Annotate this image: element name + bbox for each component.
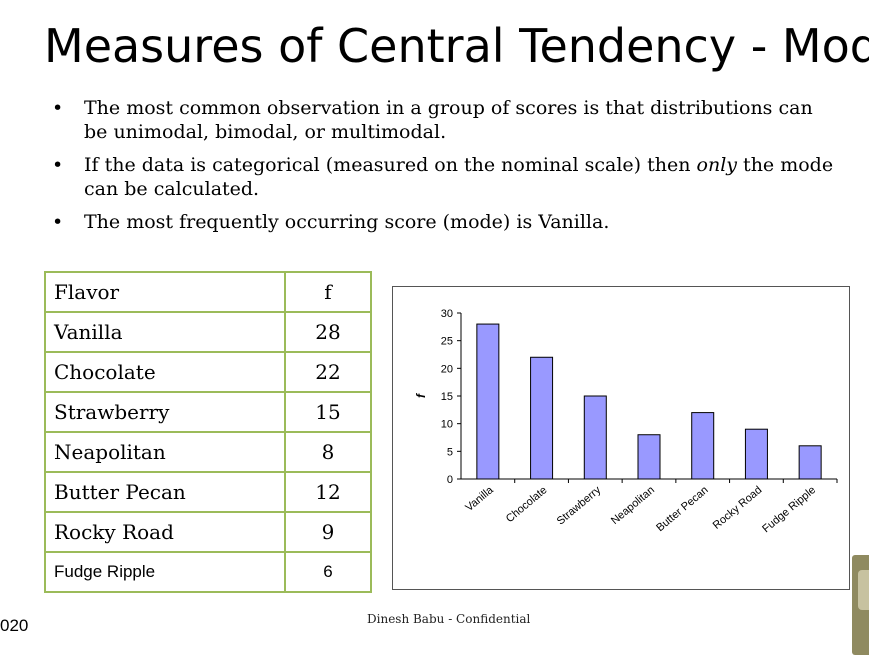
bar [476,323,500,480]
bullet-item: • The most frequently occurring score (m… [52,210,842,234]
bullet-dot: • [52,154,64,176]
x-tick-label: Fudge Ripple [760,484,818,535]
bar [744,428,768,480]
x-tick-label: Neapolitan [609,484,657,527]
table-cell-f: 6 [284,551,372,593]
y-tick-label: 10 [441,419,453,431]
table-header-row: Flavor f [44,271,372,313]
bullet-list: • The most common observation in a group… [52,96,842,243]
table-row: Rocky Road 9 [44,511,372,553]
bullet-text-before: If the data is categorical (measured on … [84,154,697,176]
table-row: Strawberry 15 [44,391,372,433]
table-cell-f: 9 [284,511,372,553]
y-tick-label: 15 [441,391,453,403]
table-row: Fudge Ripple 6 [44,551,372,593]
table-cell-f: 28 [284,311,372,353]
table-cell-flavor: Fudge Ripple [44,551,286,593]
table-cell-flavor: Vanilla [44,311,286,353]
bullet-item: • The most common observation in a group… [52,96,842,144]
page-number-fragment: 020 [0,616,29,635]
y-tick-label: 25 [441,336,453,348]
bar [583,395,607,480]
x-tick-label: Strawberry [555,484,604,528]
bullet-text-emphasis: only [696,154,738,176]
table-cell-f: 8 [284,431,372,473]
bullet-dot: • [52,211,64,233]
x-tick-label: Vanilla [463,484,496,514]
x-tick-label: Butter Pecan [654,484,710,534]
bar [530,356,554,480]
bar [691,412,715,480]
table-row: Chocolate 22 [44,351,372,393]
table-header-flavor: Flavor [44,271,286,313]
bar [637,434,661,480]
slide-title: Measures of Central Tendency - Mode [44,19,869,73]
bullet-text: The most frequently occurring score (mod… [84,211,610,233]
table-row: Vanilla 28 [44,311,372,353]
table-cell-f: 12 [284,471,372,513]
bar-chart-frame: 0 5 10 15 20 25 30 f Vanilla Chocolate Strawberry N… [392,286,850,590]
table-cell-flavor: Butter Pecan [44,471,286,513]
y-tick-label: 30 [441,308,453,320]
bullet-text-after: the mode can be calculated. [84,154,834,200]
table-cell-flavor: Neapolitan [44,431,286,473]
bullet-dot: • [52,97,64,119]
table-header-f: f [284,271,372,313]
x-tick-label: Chocolate [504,484,550,525]
table-cell-f: 15 [284,391,372,433]
bar [798,445,822,480]
webcam-thumbnail-highlight [858,570,869,610]
y-axis-label: f [414,393,428,398]
y-tick-label: 5 [447,446,453,458]
bullet-text: The most common observation in a group o… [84,97,813,143]
table-cell-f: 22 [284,351,372,393]
y-tick-label: 0 [447,474,453,486]
table-cell-flavor: Chocolate [44,351,286,393]
bar-chart: 0 5 10 15 20 25 30 f Vanilla Chocolate Strawberry N… [414,308,838,535]
x-tick-label: Rocky Road [711,484,765,532]
bullet-item: • If the data is categorical (measured o… [52,153,842,201]
table-cell-flavor: Strawberry [44,391,286,433]
frequency-table: Flavor f Vanilla 28 Chocolate 22 Strawbe… [44,271,372,593]
table-cell-flavor: Rocky Road [44,511,286,553]
footer-text: Dinesh Babu - Confidential [367,612,531,626]
table-row: Butter Pecan 12 [44,471,372,513]
y-tick-label: 20 [441,363,453,375]
table-row: Neapolitan 8 [44,431,372,473]
